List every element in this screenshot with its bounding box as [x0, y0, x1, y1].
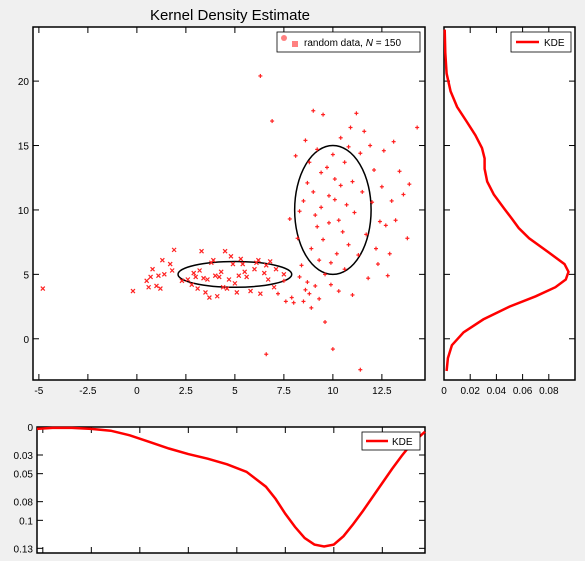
chart-title: Kernel Density Estimate	[150, 7, 310, 24]
kde-right-plot-area	[444, 27, 575, 380]
kde-right-xtick-label: 0.04	[487, 386, 507, 397]
kde-bottom-ytick-label: 0	[27, 423, 33, 434]
kde-right-xtick-label: 0.06	[513, 386, 533, 397]
kde-right-xtick-label: 0	[441, 386, 447, 397]
kde-right-legend-label: KDE	[544, 38, 565, 49]
scatter-ytick-label: 0	[23, 335, 29, 346]
scatter-xtick-label: 12.5	[372, 386, 392, 397]
legend-circle-marker	[281, 35, 287, 41]
legend-square-marker	[292, 41, 298, 47]
kde-right-legend: KDE	[511, 32, 571, 52]
scatter-legend-label: random data, N = 150	[304, 38, 401, 49]
kde-right-panel: 0 0.02 0.04 0.06 0.08 KDE	[441, 27, 575, 397]
kde-right-xtick-label: 0.02	[460, 386, 480, 397]
scatter-legend: random data, N = 150	[277, 32, 420, 52]
scatter-xtick-label: 5	[232, 386, 238, 397]
scatter-ytick-label: 20	[18, 77, 30, 88]
scatter-plot-area	[33, 27, 425, 380]
kde-bottom-legend: KDE	[362, 432, 420, 450]
kde-bottom-ytick-label: 0.05	[14, 470, 34, 481]
kde-bottom-panel: 0 0.03 0.05 0.08 0.1 0.13 KDE	[14, 423, 425, 555]
scatter-ytick-label: 15	[18, 142, 30, 153]
scatter-xtick-label: 7.5	[277, 386, 291, 397]
scatter-xtick-label: 2.5	[179, 386, 193, 397]
kde-bottom-ytick-label: 0.13	[14, 544, 34, 555]
scatter-xtick-label: 0	[134, 386, 140, 397]
kde-bottom-ytick-label: 0.1	[19, 516, 33, 527]
kde-bottom-ytick-label: 0.08	[14, 498, 34, 509]
scatter-xtick-label: -2.5	[79, 386, 97, 397]
scatter-panel: -5 -2.5 0 2.5 5 7.5 10 12.5 0 5 10 15 20 random data…	[18, 27, 425, 397]
scatter-xtick-label: 10	[327, 386, 339, 397]
scatter-xtick-label: -5	[34, 386, 43, 397]
scatter-ytick-label: 5	[23, 270, 29, 281]
kde-right-xtick-label: 0.08	[539, 386, 559, 397]
kde-bottom-ytick-label: 0.03	[14, 451, 34, 462]
scatter-ytick-label: 10	[18, 206, 30, 217]
kde-bottom-legend-label: KDE	[392, 437, 413, 448]
